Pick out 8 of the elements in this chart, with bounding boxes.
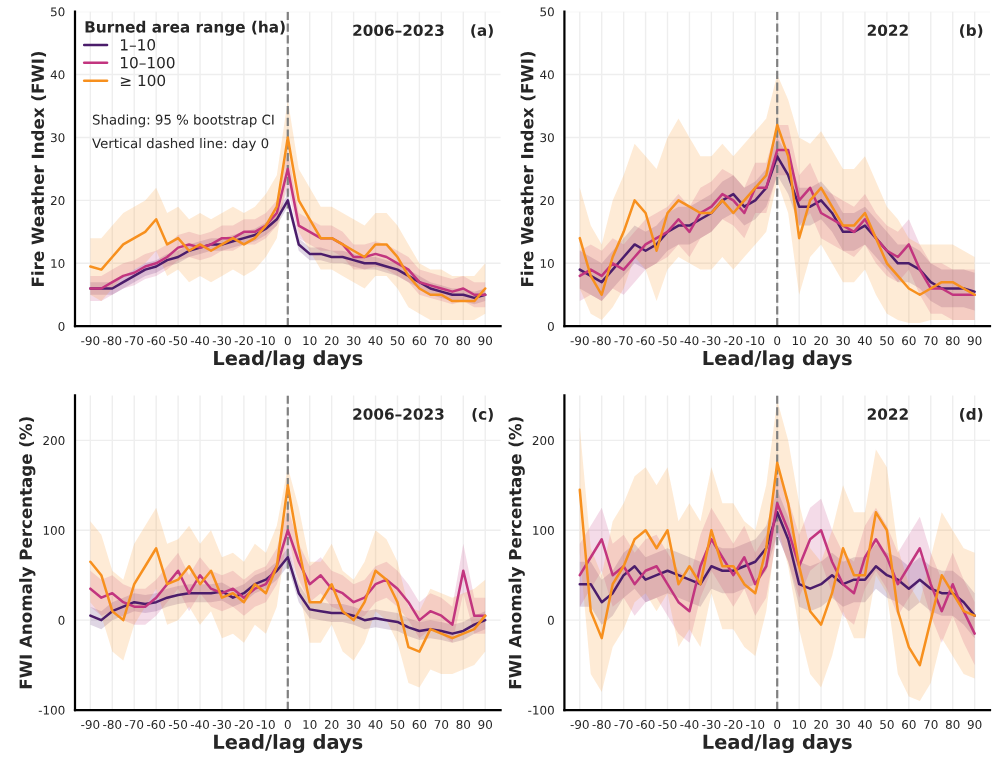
x-axis-title: Lead/lag days — [214, 350, 363, 370]
x-axis-title: Lead/lag days — [703, 350, 852, 370]
y-axis-title: Fire Weather Index (FWI) — [31, 51, 47, 286]
y-axis-title: FWI Anomaly Percentage (%) — [19, 417, 36, 689]
y-axis-title: Fire Weather Index (FWI) — [520, 51, 536, 286]
x-axis-title: Lead/lag days — [703, 734, 852, 754]
y-axis-title: FWI Anomaly Percentage (%) — [508, 417, 525, 689]
x-axis-title: Lead/lag days — [214, 734, 363, 754]
